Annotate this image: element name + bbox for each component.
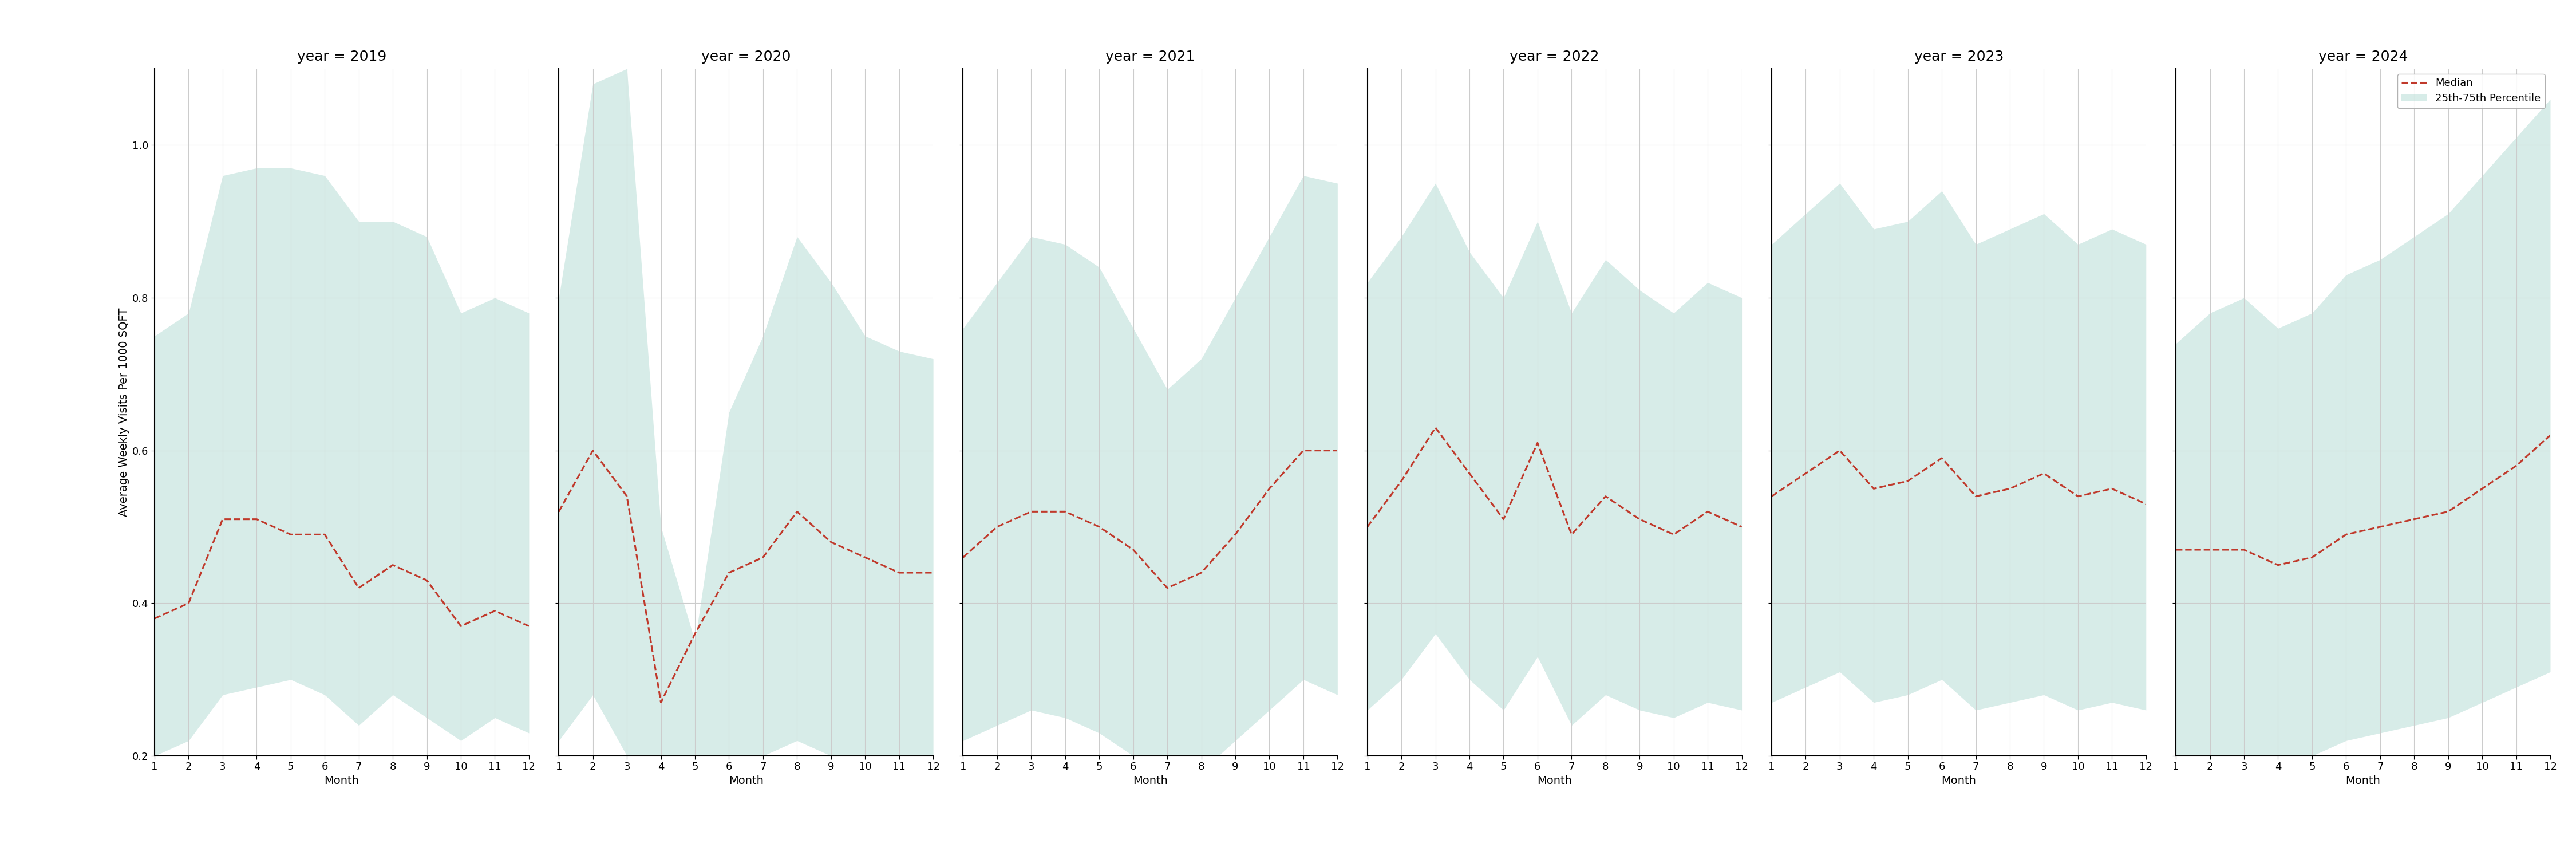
Title: year = 2019: year = 2019 [296, 50, 386, 64]
X-axis label: Month: Month [325, 776, 358, 786]
X-axis label: Month: Month [2347, 776, 2380, 786]
X-axis label: Month: Month [1538, 776, 1571, 786]
X-axis label: Month: Month [729, 776, 762, 786]
X-axis label: Month: Month [1133, 776, 1167, 786]
Legend: Median, 25th-75th Percentile: Median, 25th-75th Percentile [2398, 74, 2545, 108]
Title: year = 2024: year = 2024 [2318, 50, 2409, 64]
Y-axis label: Average Weekly Visits Per 1000 SQFT: Average Weekly Visits Per 1000 SQFT [118, 308, 129, 516]
Title: year = 2023: year = 2023 [1914, 50, 2004, 64]
Title: year = 2020: year = 2020 [701, 50, 791, 64]
X-axis label: Month: Month [1942, 776, 1976, 786]
Title: year = 2022: year = 2022 [1510, 50, 1600, 64]
Title: year = 2021: year = 2021 [1105, 50, 1195, 64]
